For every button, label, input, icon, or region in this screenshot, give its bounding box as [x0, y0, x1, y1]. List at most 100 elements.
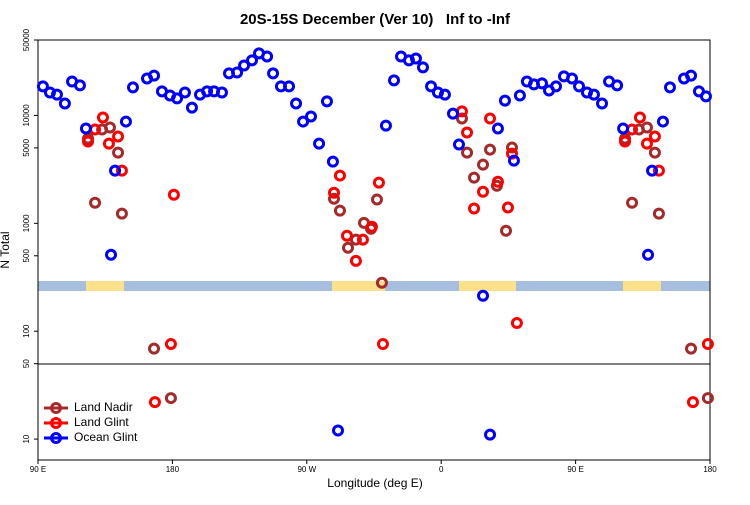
point — [461, 146, 474, 159]
point — [340, 229, 353, 242]
y-tick-label: 100 — [22, 324, 31, 338]
point — [468, 202, 481, 215]
point — [438, 88, 451, 101]
point — [642, 248, 655, 261]
point — [505, 141, 518, 154]
y-tick-label: 1000 — [22, 214, 31, 232]
legend-label: Land Glint — [74, 415, 129, 429]
y-tick-label: 50 — [22, 359, 31, 368]
point — [261, 50, 274, 63]
y-tick-label: 500 — [22, 249, 31, 263]
point — [375, 276, 388, 289]
point — [109, 164, 122, 177]
point — [596, 97, 609, 110]
point — [185, 101, 198, 114]
point — [626, 196, 639, 209]
point — [477, 185, 490, 198]
point — [320, 95, 333, 108]
point — [333, 204, 346, 217]
point — [290, 97, 303, 110]
point — [500, 224, 513, 237]
point — [507, 154, 520, 167]
y-axis-label: N Total — [0, 231, 12, 268]
point — [89, 196, 102, 209]
land-band — [332, 281, 385, 291]
point — [105, 248, 118, 261]
point — [167, 188, 180, 201]
point — [82, 135, 95, 148]
point — [164, 338, 177, 351]
plot-frame — [37, 39, 711, 461]
legend-label: Land Nadir — [74, 400, 133, 414]
point — [215, 86, 228, 99]
point — [652, 207, 665, 220]
point — [231, 66, 244, 79]
point — [356, 233, 369, 246]
point — [58, 97, 71, 110]
point — [96, 111, 109, 124]
point — [332, 424, 345, 437]
point — [73, 79, 86, 92]
point — [491, 175, 504, 188]
point — [656, 115, 669, 128]
point — [477, 289, 490, 302]
point — [416, 61, 429, 74]
point — [50, 88, 63, 101]
point — [148, 396, 161, 409]
y-tick-label: 5000 — [22, 138, 31, 156]
point — [327, 186, 340, 199]
point — [701, 338, 714, 351]
x-tick-label: 180 — [703, 465, 717, 474]
point — [313, 137, 326, 150]
x-axis-label: Longitude (deg E) — [327, 476, 422, 490]
point — [283, 80, 296, 93]
point — [685, 69, 698, 82]
point — [349, 254, 362, 267]
point — [164, 392, 177, 405]
point — [245, 54, 258, 67]
x-tick-label: 90 E — [30, 465, 46, 474]
point — [617, 122, 630, 135]
point — [79, 122, 92, 135]
point — [36, 80, 49, 93]
point — [452, 138, 465, 151]
point — [115, 164, 128, 177]
land-band — [459, 281, 516, 291]
y-tick-label: 50000 — [22, 28, 31, 51]
y-tick-label: 10000 — [22, 104, 31, 127]
point — [402, 54, 415, 67]
point — [171, 92, 184, 105]
point — [333, 169, 346, 182]
point — [484, 428, 497, 441]
point — [573, 80, 586, 93]
land-band — [623, 281, 661, 291]
point — [379, 119, 392, 132]
point — [409, 52, 422, 65]
chart-title: 20S-15S December (Ver 10) Inf to -Inf — [240, 11, 511, 28]
point — [484, 143, 497, 156]
point — [510, 317, 523, 330]
point — [652, 164, 665, 177]
point — [699, 90, 712, 103]
legend-marker — [50, 432, 62, 444]
point — [685, 342, 698, 355]
x-tick-label: 180 — [166, 465, 180, 474]
point — [425, 80, 438, 93]
point — [102, 137, 115, 150]
point — [587, 88, 600, 101]
point — [619, 135, 632, 148]
point — [646, 164, 659, 177]
point — [491, 122, 504, 135]
point — [103, 121, 116, 134]
point — [701, 392, 714, 405]
point — [633, 111, 646, 124]
point — [513, 89, 526, 102]
point — [455, 112, 468, 125]
point — [326, 155, 339, 168]
point — [376, 338, 389, 351]
point — [126, 81, 139, 94]
point — [566, 72, 579, 85]
point — [119, 115, 132, 128]
legend-marker — [50, 417, 62, 429]
